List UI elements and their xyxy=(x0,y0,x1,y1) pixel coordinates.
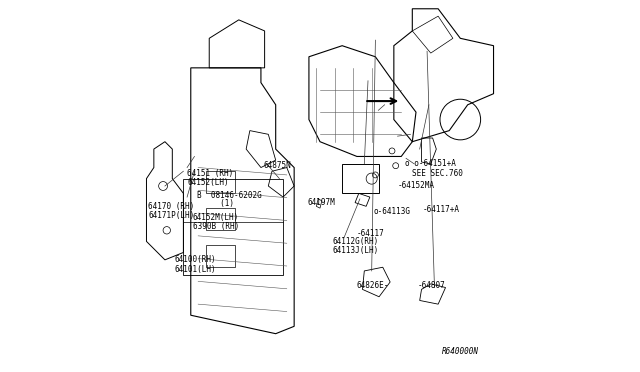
Text: 64100(RH): 64100(RH) xyxy=(174,255,216,264)
Text: -64807: -64807 xyxy=(418,281,445,290)
Text: 64170 (RH): 64170 (RH) xyxy=(148,202,195,211)
Text: o-64113G: o-64113G xyxy=(374,207,410,217)
Text: SEE SEC.760: SEE SEC.760 xyxy=(412,169,463,177)
Text: -64117: -64117 xyxy=(357,230,385,238)
Text: 64113J(LH): 64113J(LH) xyxy=(333,246,379,255)
Text: 64152M(LH): 64152M(LH) xyxy=(193,213,239,222)
Text: 64197M: 64197M xyxy=(307,198,335,207)
Text: R640000N: R640000N xyxy=(442,347,479,356)
Text: 64112G(RH): 64112G(RH) xyxy=(333,237,379,246)
Text: 64875N: 64875N xyxy=(264,161,292,170)
Text: B  08146-6202G: B 08146-6202G xyxy=(197,191,262,200)
Bar xyxy=(342,164,379,193)
Text: 64151 (RH): 64151 (RH) xyxy=(187,169,234,177)
Text: 64171P(LH): 64171P(LH) xyxy=(148,211,195,220)
Text: 64152(LH): 64152(LH) xyxy=(187,178,228,187)
Text: -64117+A: -64117+A xyxy=(422,205,460,215)
Text: -64152MA: -64152MA xyxy=(397,182,435,190)
Text: (1): (1) xyxy=(197,199,234,208)
Text: 64101(LH): 64101(LH) xyxy=(174,264,216,273)
Text: o o-64151+A: o o-64151+A xyxy=(405,159,456,169)
Text: 64826E-: 64826E- xyxy=(357,281,389,290)
Bar xyxy=(184,179,283,275)
Text: 6390B (RH): 6390B (RH) xyxy=(193,222,239,231)
